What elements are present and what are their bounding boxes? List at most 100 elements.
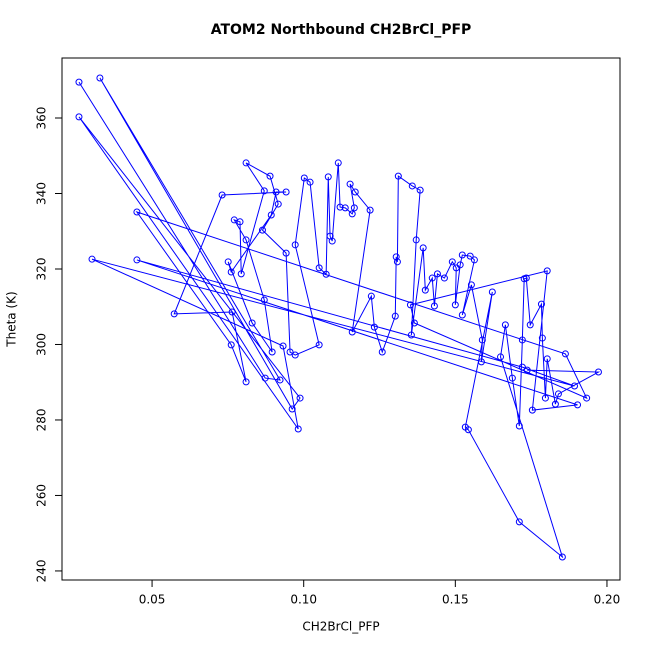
point (96, 74, 104, 82)
point (75, 78, 83, 86)
point (470, 256, 478, 264)
point (248, 319, 256, 327)
point (242, 236, 250, 244)
point (419, 244, 427, 252)
point (370, 323, 378, 331)
y-tick-label: 240 (35, 559, 49, 582)
point (88, 255, 96, 263)
point (543, 355, 551, 363)
x-axis-label: CH2BrCl_PFP (302, 620, 379, 634)
point (291, 351, 299, 359)
point (288, 405, 296, 413)
point (260, 296, 268, 304)
point (488, 288, 496, 296)
point (421, 286, 429, 294)
point (561, 350, 569, 358)
point (583, 394, 591, 402)
point (574, 401, 582, 409)
point (350, 204, 358, 212)
point (366, 206, 374, 214)
point (266, 172, 274, 180)
point (228, 308, 236, 316)
point (236, 218, 244, 226)
point (296, 394, 304, 402)
point (554, 390, 562, 398)
point (515, 518, 523, 526)
point (412, 236, 420, 244)
y-tick-label: 340 (35, 182, 49, 205)
point (133, 256, 141, 264)
point (391, 312, 399, 320)
point (227, 268, 235, 276)
point (537, 300, 545, 308)
point (518, 363, 526, 371)
point (378, 348, 386, 356)
point (224, 258, 232, 266)
point (286, 348, 294, 356)
point (416, 186, 424, 194)
point (508, 374, 516, 382)
point (351, 188, 359, 196)
point (367, 292, 375, 300)
y-tick-label: 280 (35, 409, 49, 432)
point (328, 237, 336, 245)
point (392, 253, 400, 261)
point (478, 336, 486, 344)
point (276, 376, 284, 384)
y-axis-label: Theta (K) (5, 291, 19, 347)
point (528, 406, 536, 414)
point (467, 281, 475, 289)
y-tick-label: 260 (35, 484, 49, 507)
point (261, 374, 269, 382)
point (268, 348, 276, 356)
point (322, 270, 330, 278)
point (282, 249, 290, 257)
point (274, 200, 282, 208)
point (515, 422, 523, 430)
point (393, 258, 401, 266)
point (294, 425, 302, 433)
point (407, 331, 415, 339)
point (458, 311, 466, 319)
series-line (78, 77, 601, 559)
point (75, 113, 83, 121)
point (501, 321, 509, 329)
point (526, 321, 534, 329)
point (538, 334, 546, 342)
point (558, 553, 566, 561)
point (258, 226, 266, 234)
point (227, 341, 235, 349)
point (408, 182, 416, 190)
point (300, 174, 308, 182)
chart-title: ATOM2 Northbound CH2BrCl_PFP (211, 22, 472, 38)
y-tick-label: 320 (35, 258, 49, 281)
x-tick-label: 0.05 (139, 593, 166, 607)
point (291, 241, 299, 249)
point (315, 264, 323, 272)
point (237, 270, 245, 278)
point (348, 328, 356, 336)
point (543, 267, 551, 275)
point (260, 187, 268, 195)
y-tick-label: 360 (35, 107, 49, 130)
point (272, 188, 280, 196)
point (336, 203, 344, 211)
point (551, 400, 559, 408)
point (394, 172, 402, 180)
point (410, 319, 418, 327)
point (306, 178, 314, 186)
point (571, 382, 579, 390)
point (282, 188, 290, 196)
point (315, 341, 323, 349)
point (170, 310, 178, 318)
point (242, 378, 250, 386)
point (523, 366, 531, 374)
point (341, 204, 349, 212)
point (406, 301, 414, 309)
point (428, 274, 436, 282)
point (464, 426, 472, 434)
point (522, 274, 530, 282)
point (324, 173, 332, 181)
point (279, 342, 287, 350)
point (218, 191, 226, 199)
